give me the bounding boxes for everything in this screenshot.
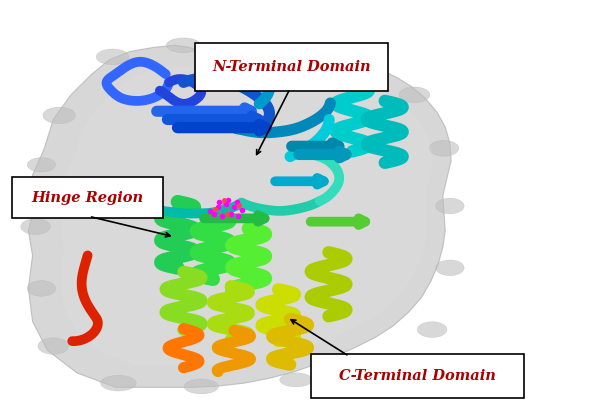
Ellipse shape: [280, 373, 313, 387]
Ellipse shape: [417, 322, 447, 337]
Ellipse shape: [429, 140, 459, 156]
FancyBboxPatch shape: [311, 354, 524, 398]
Ellipse shape: [101, 375, 136, 391]
Text: N-Terminal Domain: N-Terminal Domain: [213, 60, 371, 74]
Ellipse shape: [339, 56, 372, 71]
FancyBboxPatch shape: [12, 177, 163, 218]
Ellipse shape: [166, 38, 201, 53]
Ellipse shape: [352, 357, 382, 372]
Ellipse shape: [399, 87, 430, 103]
Ellipse shape: [27, 281, 56, 296]
FancyBboxPatch shape: [195, 43, 388, 91]
Ellipse shape: [436, 198, 464, 214]
Ellipse shape: [184, 379, 218, 394]
Text: C-Terminal Domain: C-Terminal Domain: [339, 369, 496, 383]
Ellipse shape: [436, 260, 464, 276]
Ellipse shape: [43, 107, 76, 124]
Ellipse shape: [38, 338, 69, 354]
Ellipse shape: [21, 219, 50, 234]
Text: Hinge Region: Hinge Region: [31, 191, 143, 205]
Ellipse shape: [96, 49, 129, 65]
Ellipse shape: [27, 158, 56, 172]
Polygon shape: [60, 65, 433, 365]
Polygon shape: [28, 45, 451, 387]
Ellipse shape: [256, 49, 289, 64]
